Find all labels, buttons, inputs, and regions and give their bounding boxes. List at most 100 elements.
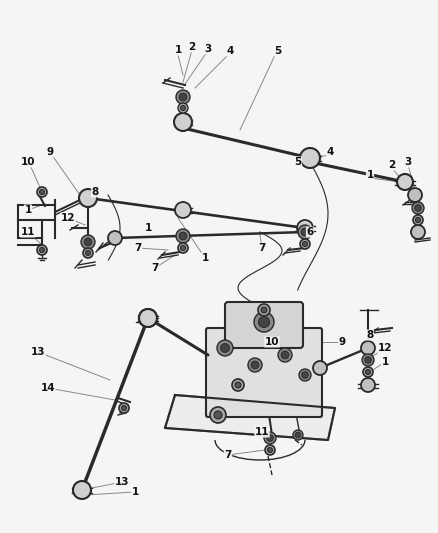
Circle shape (293, 430, 303, 440)
Circle shape (139, 309, 157, 327)
Text: 1: 1 (131, 487, 138, 497)
Circle shape (412, 202, 424, 214)
Circle shape (278, 348, 292, 362)
Text: 7: 7 (258, 243, 266, 253)
Text: 1: 1 (145, 223, 152, 233)
Circle shape (413, 215, 423, 225)
Circle shape (302, 372, 308, 378)
Circle shape (301, 228, 309, 236)
Circle shape (254, 312, 274, 332)
Text: 1: 1 (366, 170, 374, 180)
Circle shape (180, 106, 186, 110)
Circle shape (258, 317, 269, 327)
Text: 12: 12 (378, 343, 392, 353)
Circle shape (258, 304, 270, 316)
Circle shape (415, 205, 421, 211)
Circle shape (265, 445, 275, 455)
FancyBboxPatch shape (206, 328, 322, 417)
Text: 12: 12 (61, 213, 75, 223)
Circle shape (210, 407, 226, 423)
Circle shape (300, 148, 320, 168)
Circle shape (281, 351, 289, 359)
Text: 14: 14 (41, 383, 55, 393)
Circle shape (37, 245, 47, 255)
Text: 6: 6 (306, 227, 314, 237)
Circle shape (232, 379, 244, 391)
Circle shape (174, 113, 192, 131)
Circle shape (180, 246, 186, 251)
Text: 1: 1 (381, 357, 389, 367)
Circle shape (365, 369, 371, 375)
Circle shape (297, 220, 313, 236)
Circle shape (264, 432, 276, 444)
Circle shape (362, 354, 374, 366)
Circle shape (361, 341, 375, 355)
Circle shape (251, 361, 259, 369)
Circle shape (214, 411, 222, 419)
Circle shape (267, 435, 273, 441)
Circle shape (235, 382, 241, 388)
Circle shape (179, 93, 187, 101)
Circle shape (37, 187, 47, 197)
Text: 13: 13 (31, 347, 45, 357)
Circle shape (365, 357, 371, 364)
Circle shape (83, 248, 93, 258)
Text: 11: 11 (255, 427, 269, 437)
Circle shape (179, 232, 187, 240)
Text: 1: 1 (25, 205, 32, 215)
Text: 4: 4 (226, 46, 234, 56)
Circle shape (361, 378, 375, 392)
Text: 1: 1 (201, 253, 208, 263)
Text: 11: 11 (21, 227, 35, 237)
Circle shape (221, 344, 230, 352)
Circle shape (397, 174, 413, 190)
Circle shape (217, 340, 233, 356)
Circle shape (121, 406, 127, 410)
Circle shape (139, 309, 157, 327)
Circle shape (363, 367, 373, 377)
Circle shape (81, 235, 95, 249)
Text: 7: 7 (151, 263, 159, 273)
Text: 9: 9 (339, 337, 346, 347)
Circle shape (73, 481, 91, 499)
Circle shape (300, 239, 310, 249)
Circle shape (176, 229, 190, 243)
Text: 2: 2 (389, 160, 396, 170)
Circle shape (178, 243, 188, 253)
Circle shape (411, 225, 425, 239)
Polygon shape (165, 395, 335, 440)
Text: 5: 5 (274, 46, 282, 56)
Text: 7: 7 (134, 243, 141, 253)
Circle shape (39, 247, 45, 253)
Text: 3: 3 (404, 157, 412, 167)
Circle shape (313, 361, 327, 375)
Circle shape (175, 202, 191, 218)
Circle shape (416, 217, 420, 222)
Text: 13: 13 (115, 477, 129, 487)
Circle shape (261, 307, 267, 313)
Text: 8: 8 (92, 187, 99, 197)
Circle shape (176, 90, 190, 104)
Circle shape (80, 190, 96, 206)
Text: 1: 1 (174, 45, 182, 55)
Circle shape (79, 189, 97, 207)
Text: 10: 10 (21, 157, 35, 167)
Text: 8: 8 (366, 330, 374, 340)
Circle shape (299, 369, 311, 381)
Circle shape (85, 251, 91, 255)
Circle shape (39, 190, 45, 195)
Text: 9: 9 (46, 147, 53, 157)
Circle shape (408, 188, 422, 202)
Circle shape (298, 225, 312, 239)
Circle shape (248, 358, 262, 372)
Text: 10: 10 (265, 337, 279, 347)
Text: 7: 7 (224, 450, 232, 460)
FancyBboxPatch shape (225, 302, 303, 348)
Circle shape (295, 432, 301, 438)
Text: 5: 5 (294, 157, 302, 167)
Circle shape (108, 231, 122, 245)
Circle shape (268, 448, 272, 453)
Circle shape (119, 403, 129, 413)
Circle shape (178, 103, 188, 113)
Circle shape (84, 238, 92, 246)
